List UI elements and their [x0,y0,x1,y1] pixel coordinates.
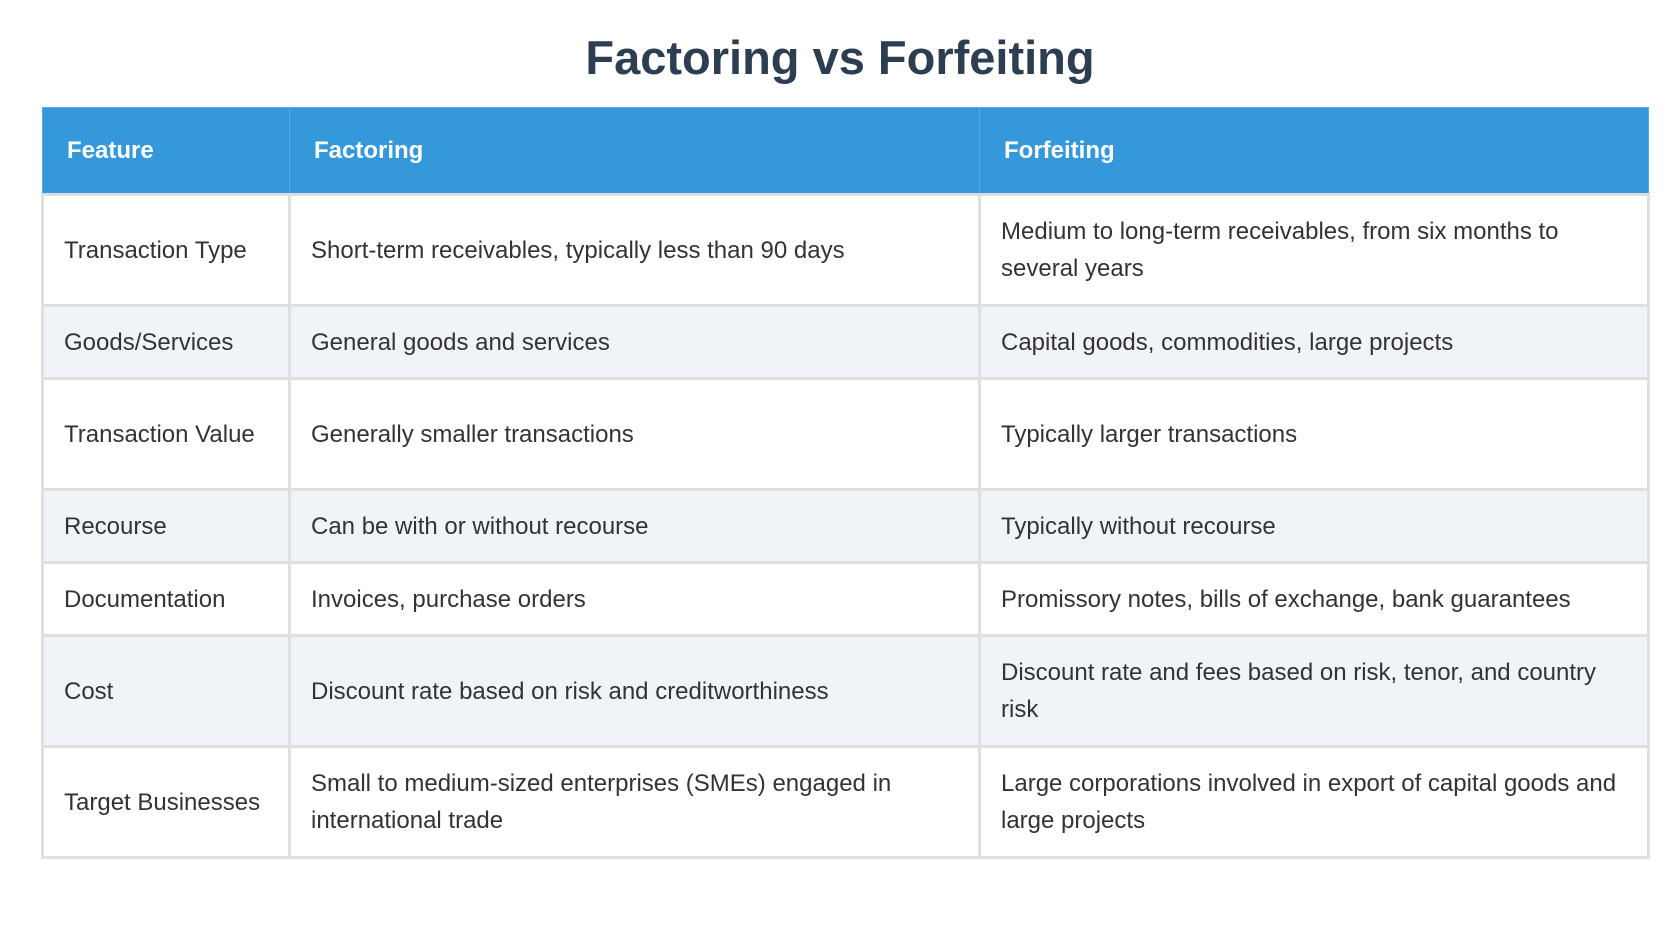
factoring-cell: Small to medium-sized enterprises (SMEs)… [288,745,981,859]
table-row: Cost Discount rate based on risk and cre… [41,634,1650,748]
table-row: Transaction Type Short-term receivables,… [41,193,1650,307]
header-row: Feature Factoring Forfeiting [42,107,1649,196]
factoring-cell: Can be with or without recourse [288,488,981,564]
header-forfeiting: Forfeiting [979,107,1649,196]
feature-cell: Transaction Value [41,377,291,491]
feature-cell: Transaction Type [41,193,291,307]
table-row: Goods/Services General goods and service… [41,304,1650,380]
feature-cell: Goods/Services [41,304,291,380]
header-factoring: Factoring [289,107,980,196]
feature-cell: Target Businesses [41,745,291,859]
feature-cell: Recourse [41,488,291,564]
forfeiting-cell: Capital goods, commodities, large projec… [978,304,1650,380]
forfeiting-cell: Promissory notes, bills of exchange, ban… [978,561,1650,637]
feature-cell: Documentation [41,561,291,637]
comparison-table: Feature Factoring Forfeiting Transaction… [41,107,1650,859]
page-title: Factoring vs Forfeiting [585,31,1095,84]
table-row: Target Businesses Small to medium-sized … [41,745,1650,859]
factoring-cell: Generally smaller transactions [288,377,981,491]
forfeiting-cell: Typically larger transactions [978,377,1650,491]
factoring-cell: Discount rate based on risk and creditwo… [288,634,981,748]
factoring-cell: Invoices, purchase orders [288,561,981,637]
forfeiting-cell: Typically without recourse [978,488,1650,564]
table-row: Documentation Invoices, purchase orders … [41,561,1650,637]
factoring-cell: Short-term receivables, typically less t… [288,193,981,307]
factoring-cell: General goods and services [288,304,981,380]
forfeiting-cell: Medium to long-term receivables, from si… [978,193,1650,307]
forfeiting-cell: Discount rate and fees based on risk, te… [978,634,1650,748]
table-row: Recourse Can be with or without recourse… [41,488,1650,564]
forfeiting-cell: Large corporations involved in export of… [978,745,1650,859]
header-feature: Feature [42,107,290,196]
feature-cell: Cost [41,634,291,748]
table-row: Transaction Value Generally smaller tran… [41,377,1650,491]
